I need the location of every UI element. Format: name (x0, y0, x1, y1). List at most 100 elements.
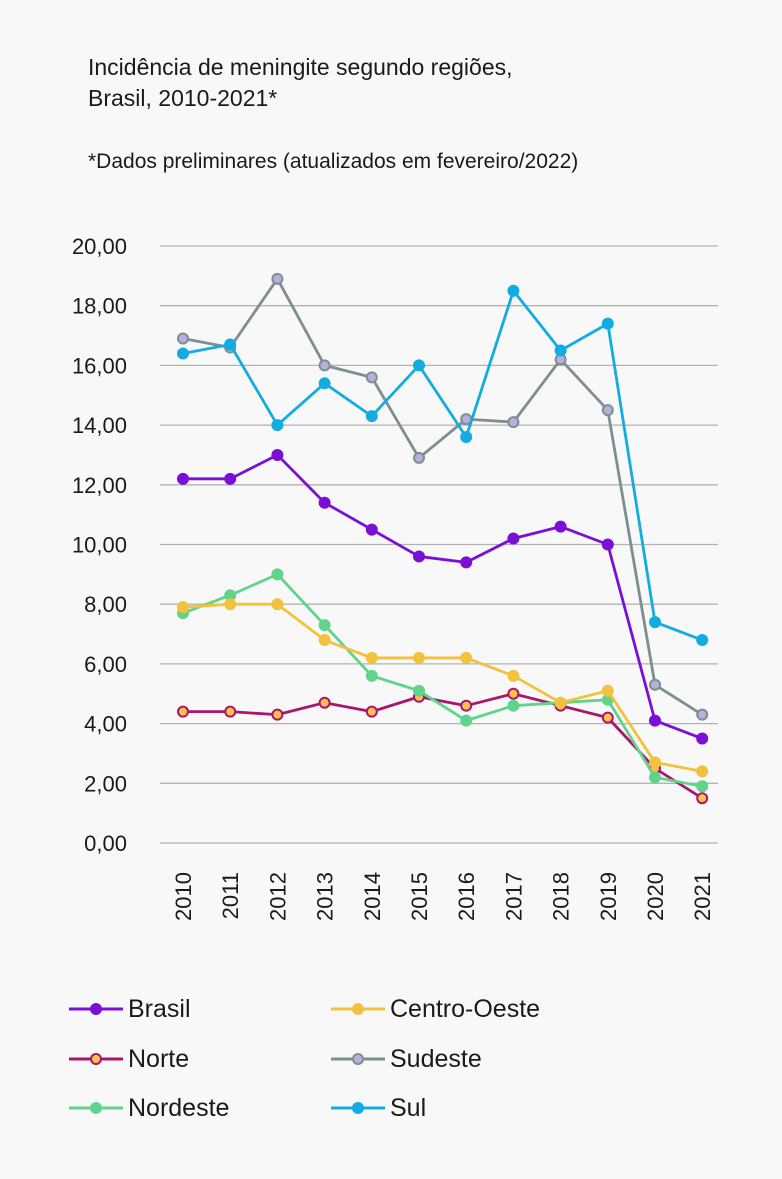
data-point-centro-oeste (365, 651, 378, 664)
legend-item-norte: Norte (68, 1044, 189, 1074)
data-point-sul (365, 410, 378, 423)
data-point-norte (601, 711, 614, 724)
data-point-brasil (696, 732, 709, 745)
data-point-sudeste (177, 332, 189, 345)
data-point-nordeste (365, 669, 378, 682)
data-point-sudeste (649, 678, 661, 691)
x-tick-label: 2020 (643, 872, 668, 921)
y-tick-label: 16,00 (72, 353, 127, 378)
y-tick-label: 4,00 (84, 712, 127, 737)
y-tick-label: 12,00 (72, 473, 127, 498)
data-point-sul (318, 377, 331, 390)
legend-item-sul: Sul (330, 1093, 426, 1123)
y-tick-label: 0,00 (84, 831, 127, 856)
data-point-sul (696, 634, 709, 647)
legend-item-brasil: Brasil (68, 994, 191, 1024)
x-tick-label: 2011 (218, 872, 243, 919)
legend-swatch (69, 1053, 123, 1065)
series-line-sul (182, 289, 703, 642)
data-point-norte (460, 699, 473, 712)
chart-title-line-1: Incidência de meningite segundo regiões, (88, 54, 513, 80)
legend-label: Sul (390, 1093, 427, 1122)
data-point-norte (224, 705, 237, 718)
legend-swatch (331, 1053, 385, 1065)
series-line-sudeste (182, 277, 703, 716)
data-point-sul (271, 419, 284, 432)
x-tick-label: 2015 (407, 872, 432, 921)
data-point-sudeste (696, 708, 709, 721)
data-point-sudeste (271, 272, 284, 285)
data-point-norte (507, 687, 520, 700)
data-point-centro-oeste (554, 696, 567, 709)
series-line-brasil (183, 453, 703, 740)
legend-swatch (331, 1003, 385, 1015)
data-point-brasil (271, 448, 284, 461)
legend-label: Norte (128, 1044, 190, 1073)
data-point-nordeste (696, 780, 709, 793)
data-point-sul (460, 431, 473, 444)
data-point-centro-oeste (696, 765, 709, 778)
data-point-brasil (554, 520, 567, 533)
x-tick-label: 2019 (596, 872, 621, 921)
data-point-nordeste (413, 684, 425, 697)
x-tick-label: 2017 (501, 872, 526, 921)
data-point-centro-oeste (224, 598, 237, 611)
data-point-centro-oeste (318, 634, 331, 647)
data-point-brasil (601, 538, 614, 551)
data-point-sul (177, 347, 189, 360)
data-point-brasil (224, 472, 237, 485)
chart-title-line-2: Brasil, 2010-2021* (88, 85, 278, 111)
data-point-nordeste (507, 699, 520, 712)
legend-label: Centro-Oeste (390, 994, 541, 1023)
legend-swatch (331, 1102, 385, 1114)
legend-label: Nordeste (128, 1093, 230, 1122)
data-point-centro-oeste (271, 598, 284, 611)
legend-item-nordeste: Nordeste (68, 1093, 229, 1123)
legend-swatch (69, 1102, 123, 1114)
series-line-centro-oeste (182, 602, 703, 773)
data-point-norte (177, 705, 189, 718)
legend-swatch (69, 1003, 123, 1015)
data-point-sudeste (365, 371, 378, 384)
data-point-nordeste (318, 619, 331, 632)
data-point-nordeste (460, 714, 473, 727)
data-point-sul (224, 338, 237, 351)
data-point-sul (554, 344, 567, 357)
x-tick-label: 2016 (454, 872, 479, 921)
series-line-norte (183, 692, 703, 800)
legend-label: Brasil (128, 994, 191, 1023)
y-tick-label: 14,00 (72, 413, 127, 438)
y-tick-label: 2,00 (84, 771, 127, 796)
y-tick-label: 10,00 (72, 533, 127, 558)
x-tick-label: 2012 (265, 872, 290, 921)
data-point-norte (365, 705, 378, 718)
data-point-brasil (413, 550, 425, 563)
data-point-sul (601, 317, 614, 330)
data-point-brasil (318, 496, 331, 509)
data-point-brasil (507, 532, 520, 545)
x-tick-label: 2021 (690, 872, 715, 921)
x-tick-label: 2014 (360, 872, 385, 921)
data-point-centro-oeste (507, 669, 520, 682)
legend-label: Sudeste (390, 1044, 482, 1073)
data-point-centro-oeste (177, 601, 189, 614)
data-point-brasil (365, 523, 378, 536)
x-tick-label: 2013 (313, 872, 338, 921)
y-tick-label: 18,00 (72, 294, 127, 319)
series-line-nordeste (182, 572, 703, 788)
x-tick-label: 2018 (549, 872, 574, 921)
data-point-centro-oeste (460, 651, 473, 664)
x-tick-label: 2010 (171, 872, 196, 921)
data-point-sul (507, 284, 520, 297)
data-point-norte (696, 792, 709, 805)
data-point-norte (271, 708, 284, 721)
data-point-sul (649, 616, 661, 629)
data-point-centro-oeste (601, 684, 614, 697)
legend-item-sudeste: Sudeste (330, 1044, 482, 1074)
data-point-sudeste (507, 416, 520, 429)
data-point-brasil (649, 714, 661, 727)
chart-note: *Dados preliminares (atualizados em feve… (88, 150, 579, 173)
data-point-sudeste (413, 451, 425, 464)
chart-title: Incidência de meningite segundo regiões,… (88, 52, 708, 114)
